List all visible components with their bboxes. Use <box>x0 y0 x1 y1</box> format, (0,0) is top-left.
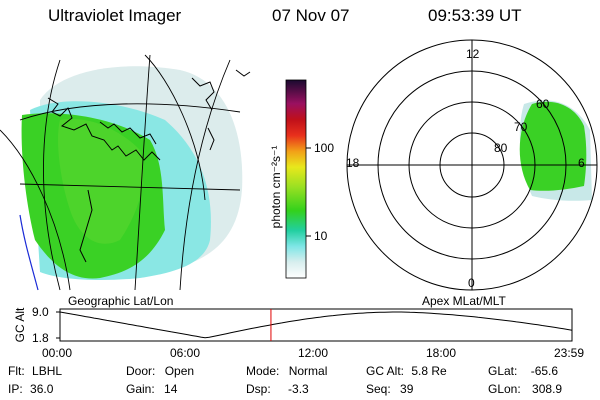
seq-label: Seq: <box>366 382 391 396</box>
door-value: Open <box>164 364 195 378</box>
time-label: 09:53:39 UT <box>428 6 522 25</box>
left-map-caption: Geographic Lat/Lon <box>68 294 174 308</box>
glat-field: GLat: -65.6 <box>488 364 558 378</box>
instrument-title: Ultraviolet Imager <box>48 6 182 25</box>
glat-value: -65.6 <box>530 364 559 378</box>
polar-aurora-green <box>519 101 587 191</box>
gc-alt-label: GC Alt: <box>366 364 405 378</box>
orbit-altitude-curve <box>59 311 573 339</box>
mlt-label-6: 6 <box>578 156 585 170</box>
ip-label: IP: <box>8 382 23 396</box>
gc-alt-value: 5.8 Re <box>411 364 447 378</box>
dsp-field: Dsp: -3.3 <box>246 382 309 396</box>
orbit-y-tick-1-8: 1.8 <box>32 331 49 345</box>
orbit-x-tick-1200: 12:00 <box>298 346 329 360</box>
glon-label: GLon: <box>488 382 521 396</box>
door-field: Door: Open <box>126 364 194 378</box>
seq-field: Seq: 39 <box>366 382 413 396</box>
gc-alt-field: GC Alt: 5.8 Re <box>366 364 447 378</box>
flt-field: Flt: LBHL <box>8 364 62 378</box>
dsp-value: -3.3 <box>288 382 309 396</box>
mlt-label-18: 18 <box>346 156 360 170</box>
orbit-x-tick-2359: 23:59 <box>554 346 585 360</box>
graticule <box>0 54 241 291</box>
gain-value: 14 <box>164 382 178 396</box>
colorbar-tick-10: 10 <box>314 229 328 243</box>
ip-value: 36.0 <box>30 382 54 396</box>
gain-field: Gain: 14 <box>126 382 177 396</box>
colorbar-tick-100: 100 <box>314 141 335 155</box>
orbit-y-label: GC Alt <box>13 307 27 343</box>
mlt-label-0: 0 <box>468 276 475 290</box>
orbit-x-tick-0000: 00:00 <box>42 346 73 360</box>
mode-label: Mode: <box>246 364 280 378</box>
mlt-label-12: 12 <box>466 47 480 61</box>
terminator-line <box>19 214 39 291</box>
mode-field: Mode: Normal <box>246 364 327 378</box>
right-map-caption: Apex MLat/MLT <box>422 294 506 308</box>
flt-label: Flt: <box>8 364 25 378</box>
glat-label: GLat: <box>488 364 518 378</box>
flt-value: LBHL <box>32 364 63 378</box>
orbit-x-tick-0600: 06:00 <box>170 346 201 360</box>
glon-field: GLon: 308.9 <box>488 382 562 396</box>
mlat-label-80: 80 <box>494 141 508 155</box>
door-label: Door: <box>126 364 156 378</box>
seq-value: 39 <box>400 382 414 396</box>
coastline <box>47 69 251 263</box>
ip-field: IP: 36.0 <box>8 382 53 396</box>
dsp-label: Dsp: <box>246 382 271 396</box>
gain-label: Gain: <box>126 382 155 396</box>
mode-value: Normal <box>288 364 328 378</box>
orbit-x-tick-1800: 18:00 <box>426 346 457 360</box>
mlat-label-60: 60 <box>536 97 550 111</box>
mlat-label-70: 70 <box>514 120 528 134</box>
orbit-y-tick-9: 9.0 <box>32 305 49 319</box>
date-label: 07 Nov 07 <box>272 6 350 25</box>
glon-value: 308.9 <box>532 382 563 396</box>
